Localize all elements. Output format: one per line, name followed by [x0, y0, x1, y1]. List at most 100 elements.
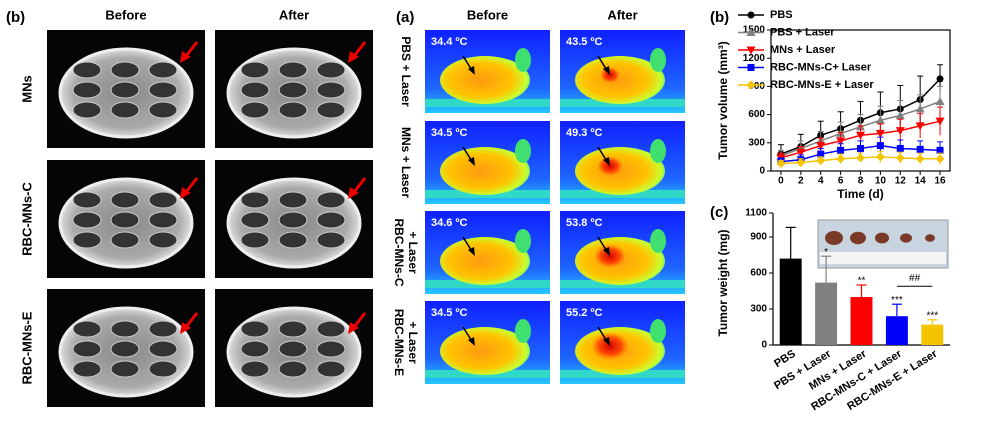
marker	[816, 142, 826, 151]
row-label: RBC-MNs-C	[19, 182, 34, 256]
y-axis-label: Tumor volume (mm³)	[716, 41, 730, 159]
mri-tissue	[148, 231, 178, 249]
mouse-body	[440, 327, 530, 375]
column-header: Before	[467, 7, 508, 22]
x-tick-label: 16	[934, 176, 946, 187]
mri-tissue	[316, 101, 346, 119]
mri-tissue	[148, 81, 178, 99]
row-label: RBC-MNs-E	[392, 309, 406, 376]
row-label: MNs	[19, 75, 34, 102]
mri-tissue	[240, 61, 270, 79]
marker	[796, 158, 806, 168]
marker	[915, 104, 925, 113]
arrow-head	[468, 157, 475, 166]
mri-tissue	[110, 61, 140, 79]
significance: **	[858, 276, 866, 287]
y-tick-label: 900	[750, 232, 767, 243]
x-tick-label: 12	[895, 176, 907, 187]
mri-tissue	[240, 101, 270, 119]
arrow-head	[603, 157, 610, 166]
mri-tissue	[72, 81, 102, 99]
arrow-head	[180, 187, 191, 199]
marker	[856, 131, 865, 140]
arrow-head	[468, 337, 475, 346]
x-tick-label: 2	[798, 176, 804, 187]
mri-tissue	[278, 211, 308, 229]
x-tick-label: 8	[858, 176, 864, 187]
mri-tissue	[110, 340, 140, 358]
mri-tissue	[316, 360, 346, 378]
mri-tissue	[148, 360, 178, 378]
mri-tissue	[316, 231, 346, 249]
y-tick-label: 1100	[745, 208, 767, 219]
tumor	[875, 232, 889, 244]
mri-tissue	[72, 101, 102, 119]
row-label: PBS + Laser	[399, 36, 413, 107]
marker	[935, 117, 945, 126]
marker	[836, 137, 846, 146]
bar	[815, 282, 838, 345]
mri-tissue	[72, 231, 102, 249]
x-tick-label: 10	[875, 176, 887, 187]
panel-label: (b)	[710, 9, 729, 26]
arrow-head	[348, 322, 359, 334]
marker	[916, 145, 924, 153]
mouse-body	[440, 147, 530, 195]
panel-label: (b)	[6, 9, 25, 26]
mri-tissue	[316, 211, 346, 229]
mouse-head	[515, 48, 531, 72]
mri-tissue	[278, 320, 308, 338]
x-tick-label: 4	[818, 176, 824, 187]
mri-tissue	[278, 81, 308, 99]
mri-tissue	[278, 101, 308, 119]
mri-tissue	[72, 340, 102, 358]
mri-tissue	[240, 211, 270, 229]
temperature: 34.6 ºC	[431, 217, 467, 229]
mouse-body	[440, 237, 530, 285]
y-axis-label: Tumor weight (mg)	[716, 229, 730, 336]
legend-label: RBC-MNs-C+ Laser	[770, 61, 872, 73]
marker	[836, 154, 846, 164]
mri-tissue	[316, 191, 346, 209]
tumor	[900, 233, 912, 243]
row-label: MNs + Laser	[399, 127, 413, 198]
legend-label: PBS	[770, 9, 793, 21]
y-tick-label: 0	[759, 166, 765, 177]
arrow-head	[603, 66, 610, 75]
marker	[875, 152, 885, 162]
marker	[776, 158, 786, 168]
mri-tissue	[240, 340, 270, 358]
marker	[895, 111, 905, 120]
arrow-head	[468, 66, 475, 75]
y-tick-label: 300	[750, 304, 767, 315]
marker	[895, 153, 905, 163]
mri-tissue	[278, 340, 308, 358]
column-header: Before	[105, 7, 146, 22]
y-tick-label: 600	[748, 109, 765, 120]
mouse-head	[650, 139, 666, 163]
column-header: After	[607, 7, 637, 22]
marker	[935, 96, 945, 105]
mouse-head	[515, 139, 531, 163]
mri-tissue	[72, 191, 102, 209]
mri-tissue	[110, 191, 140, 209]
significance: ***	[926, 310, 938, 321]
bar	[921, 324, 944, 345]
temperature: 53.8 ºC	[566, 217, 602, 229]
arrow-head	[348, 187, 359, 199]
row-label: RBC-MNs-E	[19, 311, 34, 384]
mri-tissue	[110, 81, 140, 99]
mri-tissue	[110, 211, 140, 229]
mouse-head	[515, 319, 531, 343]
mouse-head	[650, 229, 666, 253]
legend-marker	[747, 64, 755, 71]
row-label: RBC-MNs-C	[392, 219, 406, 287]
legend-marker	[746, 80, 756, 90]
bar	[779, 258, 802, 345]
marker	[935, 154, 945, 164]
tumor	[925, 234, 935, 242]
temperature: 43.5 ºC	[566, 36, 602, 48]
mri-tissue	[72, 61, 102, 79]
legend-marker	[746, 28, 756, 36]
